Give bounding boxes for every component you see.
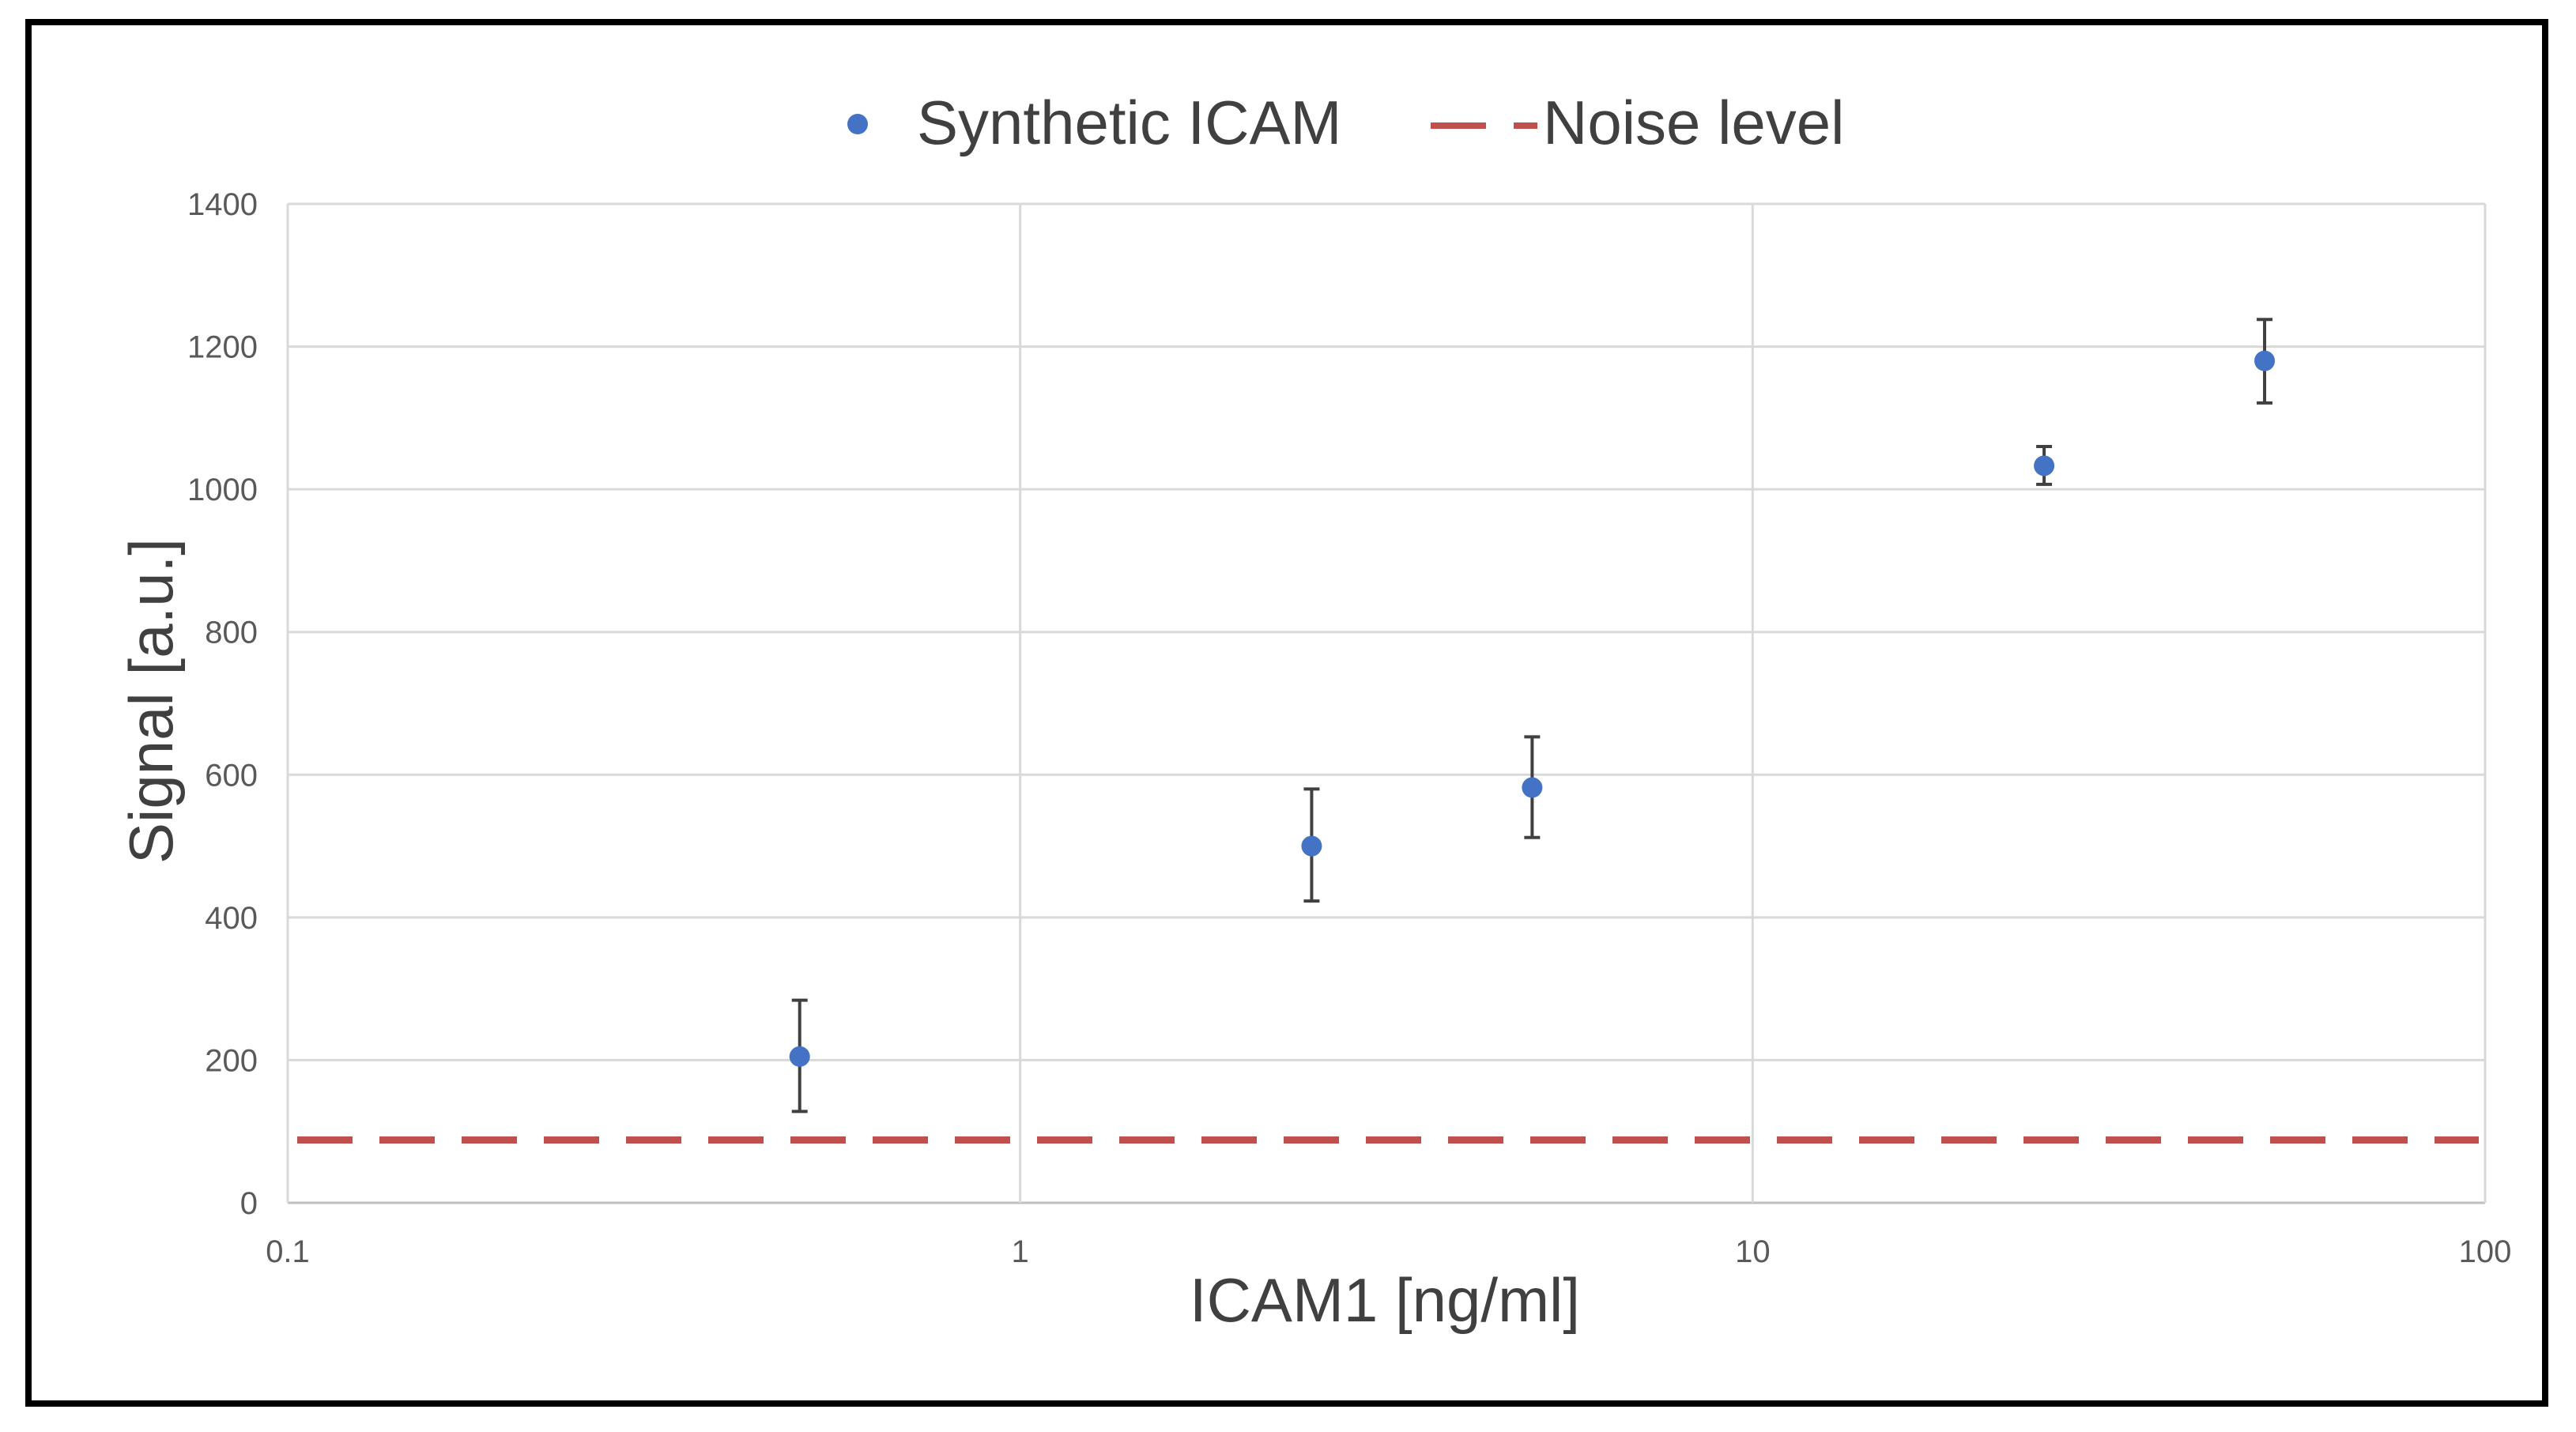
data-point [1301, 835, 1322, 857]
legend-label-noise-level: Noise level [1543, 88, 1845, 157]
x-tick-label: 0.1 [266, 1234, 310, 1269]
y-tick-label: 600 [205, 758, 258, 793]
x-tick-label: 100 [2459, 1234, 2512, 1269]
legend-label-synthetic-icam: Synthetic ICAM [917, 88, 1342, 157]
x-tick-label: 1 [1012, 1234, 1029, 1269]
legend-marker-synthetic-icam [847, 114, 868, 134]
y-tick-label: 400 [205, 901, 258, 936]
x-tick-label: 10 [1735, 1234, 1771, 1269]
y-tick-label: 1000 [187, 473, 258, 507]
x-axis-title: ICAM1 [ng/ml] [1190, 1265, 1580, 1335]
y-tick-label: 800 [205, 616, 258, 650]
synthetic-icam-series [789, 350, 2276, 1067]
data-point [2034, 455, 2055, 477]
legend: Synthetic ICAM Noise level [847, 88, 1845, 157]
tick-labels: 0 200 400 600 800 1000 1200 1400 0.1 1 10 100 [187, 187, 2511, 1269]
chart-frame: 0 200 400 600 800 1000 1200 1400 0.1 1 10 100 ICAM1… [25, 19, 2548, 1407]
y-tick-label: 200 [205, 1043, 258, 1078]
y-axis-title: Signal [a.u.] [116, 538, 186, 864]
data-point [1522, 777, 1543, 798]
y-tick-label: 1200 [187, 330, 258, 365]
chart-canvas: 0 200 400 600 800 1000 1200 1400 0.1 1 10 100 ICAM1… [116, 88, 2511, 1335]
error-bars [791, 318, 2273, 1114]
y-tick-label: 1400 [187, 187, 258, 222]
grid [286, 202, 2487, 1204]
y-tick-label: 0 [240, 1186, 258, 1221]
data-point [789, 1046, 810, 1067]
data-point [2254, 350, 2276, 371]
